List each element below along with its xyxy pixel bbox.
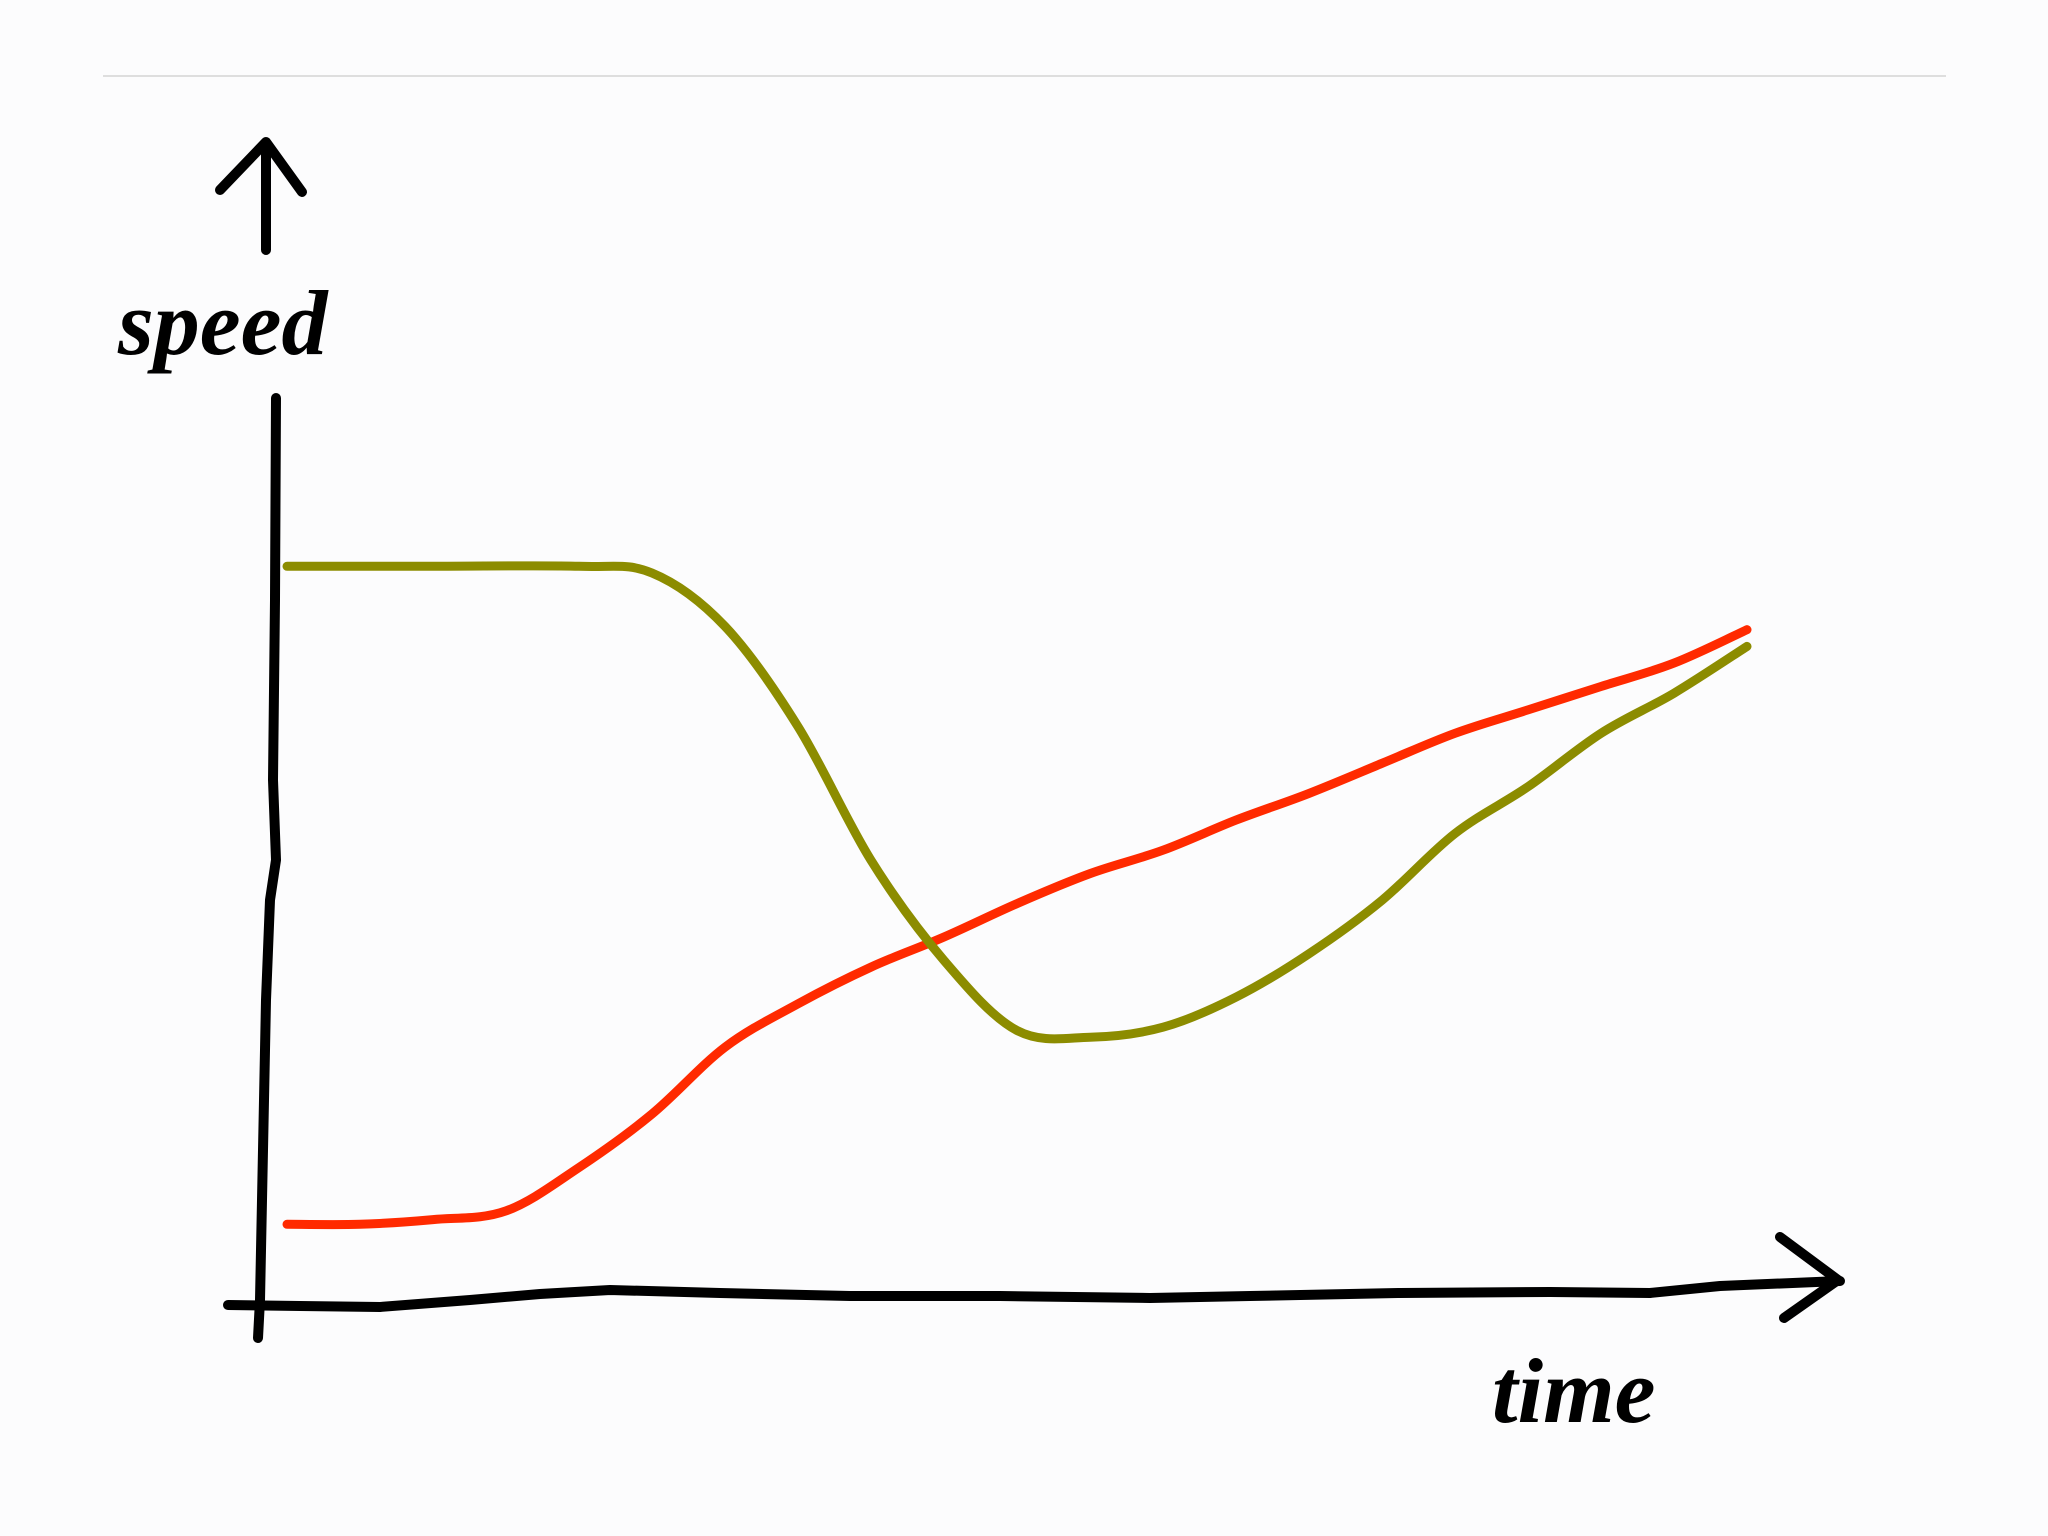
y-axis-line bbox=[253, 393, 281, 1343]
x-axis-label: time bbox=[1492, 1340, 1656, 1442]
y-axis-label: speed bbox=[117, 272, 329, 374]
series-line-1 bbox=[282, 625, 1752, 1230]
x-axis-line bbox=[223, 1276, 1845, 1312]
y-axis-arrow bbox=[215, 137, 307, 255]
x-axis-arrow bbox=[1775, 1232, 1843, 1323]
series-layer bbox=[282, 561, 1752, 1230]
series-line-2 bbox=[282, 561, 1752, 1044]
top-divider bbox=[103, 75, 1946, 77]
